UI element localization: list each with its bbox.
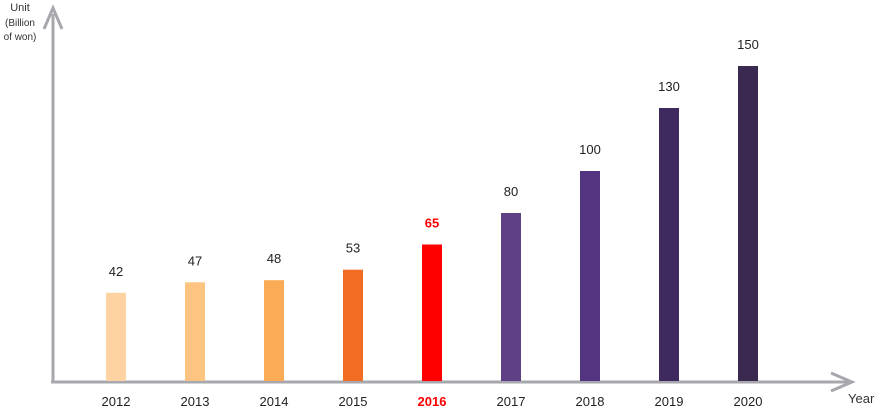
- bar-2013: [185, 282, 205, 381]
- y-axis-unit-line1: (Billion: [5, 18, 35, 29]
- value-label-2018: 100: [579, 142, 601, 157]
- value-label-2017: 80: [504, 184, 518, 199]
- x-tick-label-2016: 2016: [418, 394, 447, 407]
- y-axis-arrowhead: [42, 4, 64, 30]
- value-label-2020: 150: [737, 37, 759, 52]
- bar-2017: [501, 213, 521, 381]
- bar-2015: [343, 269, 363, 381]
- bar-2016: [422, 244, 442, 381]
- x-tick-label-2015: 2015: [339, 394, 368, 407]
- x-axis-title: Year: [848, 391, 875, 406]
- x-tick-label-2019: 2019: [655, 394, 684, 407]
- value-label-2014: 48: [267, 251, 281, 266]
- value-label-2012: 42: [109, 264, 123, 279]
- chart-axes: [42, 4, 856, 393]
- x-tick-label-2012: 2012: [102, 394, 131, 407]
- bar-2019: [659, 108, 679, 381]
- x-tick-label-2020: 2020: [734, 394, 763, 407]
- bar-2020: [738, 66, 758, 381]
- bar-2014: [264, 280, 284, 381]
- bar-series: 42 2012 47 2013 48 2014 53 2015 65 2016 80 2017 100 2…: [102, 37, 763, 407]
- bar-2012: [106, 292, 126, 381]
- y-axis-unit-line2: of won): [4, 32, 37, 43]
- x-tick-label-2017: 2017: [497, 394, 526, 407]
- x-tick-label-2013: 2013: [181, 394, 210, 407]
- y-axis-title: Unit: [10, 2, 30, 14]
- bar-2018: [580, 171, 600, 381]
- x-tick-label-2014: 2014: [260, 394, 289, 407]
- value-label-2016: 65: [425, 216, 439, 231]
- value-label-2013: 47: [188, 253, 202, 268]
- value-label-2019: 130: [658, 79, 680, 94]
- x-axis-arrowhead: [830, 371, 856, 393]
- value-label-2015: 53: [346, 241, 360, 256]
- x-tick-label-2018: 2018: [576, 394, 605, 407]
